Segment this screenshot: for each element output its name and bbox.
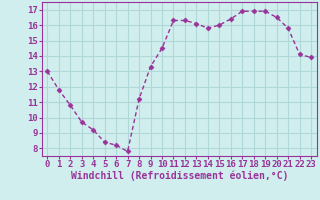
X-axis label: Windchill (Refroidissement éolien,°C): Windchill (Refroidissement éolien,°C) xyxy=(70,171,288,181)
